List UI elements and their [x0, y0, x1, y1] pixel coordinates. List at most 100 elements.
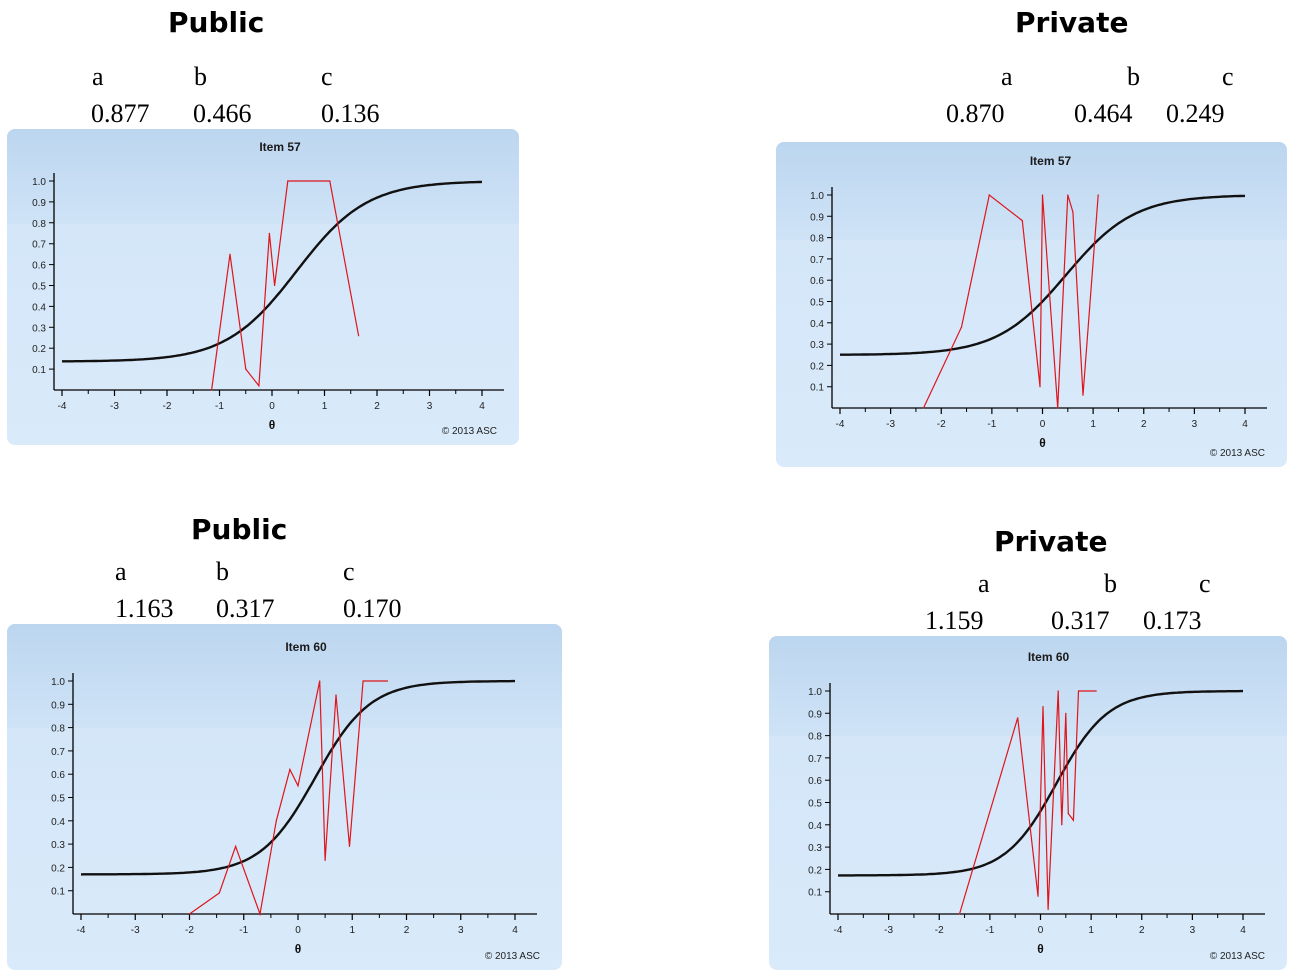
empirical-point — [1072, 819, 1074, 821]
empirical-point — [348, 845, 351, 847]
y-tick-label: 0.9 — [51, 700, 65, 711]
x-tick-label: -2 — [163, 401, 172, 412]
chart-panel: Item 60 0.1 0.2 0.3 0.4 0.5 0.6 0.7 0.8 0.9 1.0 -4 -… — [7, 624, 562, 970]
empirical-point — [235, 845, 237, 847]
y-tick-label: 0.3 — [808, 843, 822, 854]
y-tick-label: 0.7 — [810, 255, 824, 266]
y-tick-label: 0.7 — [808, 754, 822, 765]
y-tick-label: 0.6 — [32, 261, 46, 272]
chart-svg: Item 57 0.1 0.2 0.3 0.4 0.5 0.6 0.7 0.8 0.9 1.0 -4 -… — [32, 140, 504, 437]
chart-svg: Item 60 0.1 0.2 0.3 0.4 0.5 0.6 0.7 0.8 0.9 1.0 -4 -… — [808, 650, 1265, 962]
param-value-b: 0.466 — [193, 99, 252, 128]
x-tick-label: -3 — [884, 925, 893, 936]
x-tick-label: -4 — [834, 925, 843, 936]
x-tick-label: 3 — [427, 401, 433, 412]
empirical-point — [1042, 706, 1044, 708]
param-value-a: 0.877 — [91, 99, 150, 128]
empirical-point — [319, 680, 321, 682]
empirical-point — [218, 892, 220, 894]
x-tick-label: 2 — [1139, 925, 1145, 936]
x-tick-label: -1 — [987, 419, 996, 430]
chart-title: Item 57 — [1030, 154, 1072, 168]
param-value-b: 0.317 — [1051, 606, 1110, 635]
x-axis-label: θ — [1037, 942, 1044, 956]
empirical-point — [1039, 386, 1041, 388]
y-tick-label: 0.9 — [32, 198, 46, 209]
y-tick-label: 0.9 — [808, 709, 822, 720]
chart-panel: Item 60 0.1 0.2 0.3 0.4 0.5 0.6 0.7 0.8 0.9 1.0 -4 -… — [769, 636, 1287, 970]
y-tick-label: 0.3 — [810, 340, 824, 351]
empirical-point — [324, 859, 326, 861]
param-value-c: 0.173 — [1143, 606, 1202, 635]
x-tick-label: -4 — [836, 419, 845, 430]
copyright-text: © 2013 ASC — [1210, 448, 1265, 459]
empirical-line — [922, 193, 1099, 409]
panel-heading: Public — [168, 6, 265, 39]
empirical-point — [1041, 194, 1044, 196]
chart-title: Item 60 — [1028, 650, 1070, 664]
panel-background-band — [7, 129, 519, 224]
x-tick-label: 1 — [1088, 925, 1094, 936]
empirical-point — [258, 385, 260, 387]
empirical-point — [1067, 813, 1069, 815]
empirical-point — [1082, 394, 1084, 396]
chart-svg: Item 60 0.1 0.2 0.3 0.4 0.5 0.6 0.7 0.8 0.9 1.0 -4 -… — [51, 640, 540, 962]
x-axis-label: θ — [295, 942, 302, 956]
empirical-point — [274, 284, 276, 287]
param-label-b: b — [1127, 62, 1140, 91]
param-label-c: c — [1199, 569, 1211, 598]
empirical-point — [1072, 211, 1074, 213]
empirical-point — [1021, 220, 1023, 222]
empirical-point — [287, 180, 289, 182]
y-tick-label: 0.8 — [51, 724, 65, 735]
x-tick-label: -3 — [110, 401, 119, 412]
empirical-point — [362, 680, 364, 682]
param-value-a: 1.159 — [925, 606, 984, 635]
y-tick-label: 0.2 — [808, 865, 822, 876]
y-tick-label: 0.5 — [32, 282, 46, 293]
y-tick-label: 0.5 — [810, 298, 824, 309]
empirical-point — [922, 407, 925, 409]
x-tick-label: 0 — [295, 925, 301, 936]
chart-panel: Item 57 0.1 0.2 0.3 0.4 0.5 0.6 0.7 0.8 0.9 1.0 -4 -… — [776, 142, 1287, 467]
empirical-point — [386, 680, 389, 682]
y-tick-label: 0.5 — [51, 794, 65, 805]
empirical-point — [1057, 690, 1059, 692]
x-tick-label: 3 — [458, 925, 464, 936]
y-tick-label: 0.8 — [32, 219, 46, 230]
chart-panel: Item 57 0.1 0.2 0.3 0.4 0.5 0.6 0.7 0.8 0.9 1.0 -4 -… — [7, 129, 519, 445]
empirical-point — [960, 326, 963, 328]
chart-title: Item 57 — [259, 140, 301, 154]
x-tick-label: 3 — [1192, 419, 1198, 430]
empirical-point — [275, 820, 277, 822]
y-tick-label: 0.6 — [810, 276, 824, 287]
x-tick-label: 4 — [512, 925, 518, 936]
x-tick-label: 4 — [479, 401, 485, 412]
x-tick-label: 1 — [322, 401, 328, 412]
y-tick-label: 1.0 — [808, 687, 822, 698]
model-curve-line — [62, 180, 483, 363]
empirical-point — [1061, 824, 1063, 826]
y-tick-label: 0.8 — [808, 732, 822, 743]
panel-heading: Private — [1015, 6, 1129, 39]
param-value-c: 0.136 — [321, 99, 380, 128]
x-tick-label: 4 — [1240, 925, 1246, 936]
param-value-b: 0.317 — [216, 594, 275, 623]
y-tick-label: 0.3 — [32, 323, 46, 334]
empirical-point — [1065, 712, 1067, 714]
empirical-point — [268, 232, 270, 234]
param-value-b: 0.464 — [1074, 99, 1133, 128]
param-label-b: b — [216, 557, 229, 586]
x-tick-label: -1 — [239, 925, 248, 936]
x-tick-label: 2 — [374, 401, 380, 412]
param-label-a: a — [92, 62, 104, 91]
y-tick-label: 0.1 — [808, 888, 822, 899]
empirical-point — [1057, 407, 1059, 409]
y-tick-label: 0.2 — [51, 863, 65, 874]
panel-background-band — [7, 624, 562, 728]
y-tick-label: 0.8 — [810, 234, 824, 245]
x-tick-label: 1 — [349, 925, 355, 936]
empirical-point — [1095, 690, 1097, 692]
param-value-a: 1.163 — [115, 594, 174, 623]
param-label-a: a — [1001, 62, 1013, 91]
